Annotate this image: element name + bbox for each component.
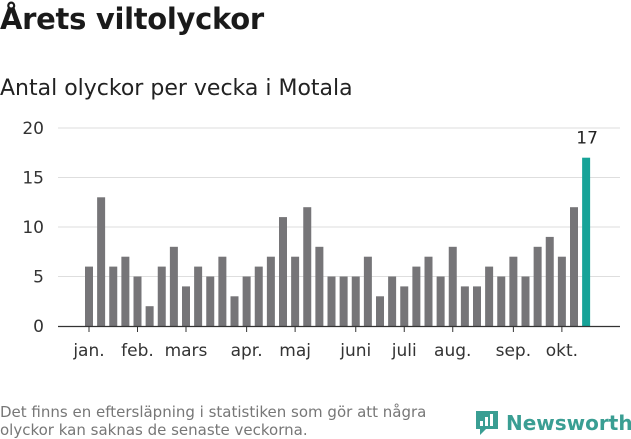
bar <box>97 197 106 326</box>
bar <box>339 276 348 326</box>
bar <box>169 246 178 326</box>
bar <box>424 256 433 326</box>
bar <box>194 266 203 326</box>
bar <box>315 246 324 326</box>
bars <box>85 157 591 326</box>
bar <box>460 286 469 326</box>
data-labels: 17 <box>576 129 598 149</box>
chart-title: Årets viltolyckor <box>0 2 264 36</box>
bar <box>303 207 312 326</box>
bar <box>254 266 263 326</box>
x-axis: jan. feb. mars apr. maj juni juli aug. sep. okt. <box>58 325 620 360</box>
bar <box>485 266 494 326</box>
bar <box>121 256 130 326</box>
x-tick-label: apr. <box>231 341 263 360</box>
bar <box>218 256 227 326</box>
highlight-data-label: 17 <box>576 129 598 149</box>
y-tick-label: 15 <box>22 169 44 189</box>
bar <box>291 256 300 326</box>
bar <box>497 276 506 326</box>
newsworthy-logo-icon <box>476 411 498 435</box>
bar <box>388 276 397 326</box>
bar <box>157 266 166 326</box>
bar-highlight <box>582 157 591 326</box>
brand-name: Newsworthy <box>506 411 631 435</box>
bar-chart: 0 5 10 15 20 jan. feb. mars apr. maj juni juli aug.… <box>22 119 620 360</box>
bar <box>327 276 336 326</box>
chart-subtitle: Antal olyckor per vecka i Motala <box>0 76 353 101</box>
y-tick-label: 20 <box>22 119 44 139</box>
bar <box>473 286 481 326</box>
bar <box>436 276 445 326</box>
bar <box>412 266 421 326</box>
bar <box>242 276 251 326</box>
bar <box>279 217 287 326</box>
x-tick-label: maj <box>279 341 311 360</box>
bar <box>230 296 239 326</box>
bar <box>351 276 360 326</box>
bar <box>545 236 554 326</box>
y-axis: 0 5 10 15 20 <box>22 119 44 337</box>
bar <box>145 306 154 326</box>
bar <box>376 296 384 326</box>
bar <box>533 246 542 326</box>
bar <box>363 256 372 326</box>
y-tick-label: 5 <box>33 268 44 288</box>
x-tick-label: sep. <box>496 341 532 360</box>
bar <box>182 286 190 326</box>
x-tick-label: feb. <box>121 341 154 360</box>
bar <box>448 246 457 326</box>
y-tick-label: 0 <box>33 317 44 337</box>
x-tick-label: okt. <box>546 341 578 360</box>
x-tick-label: aug. <box>434 341 471 360</box>
footnote: Det finns en eftersläpning i statistiken… <box>0 403 427 439</box>
x-tick-label: jan. <box>72 341 104 360</box>
bar <box>133 276 142 326</box>
brand: Newsworthy <box>474 409 631 437</box>
bar <box>509 256 518 326</box>
bar <box>85 266 93 326</box>
bar <box>109 266 118 326</box>
x-tick-label: juli <box>391 341 417 360</box>
bar <box>266 256 275 326</box>
y-tick-label: 10 <box>22 218 44 238</box>
bar <box>521 276 530 326</box>
bar <box>400 286 409 326</box>
x-tick-label: mars <box>165 341 208 360</box>
bar <box>206 276 215 326</box>
x-tick-label: juni <box>339 341 371 360</box>
bar <box>570 207 578 326</box>
bar <box>557 256 566 326</box>
